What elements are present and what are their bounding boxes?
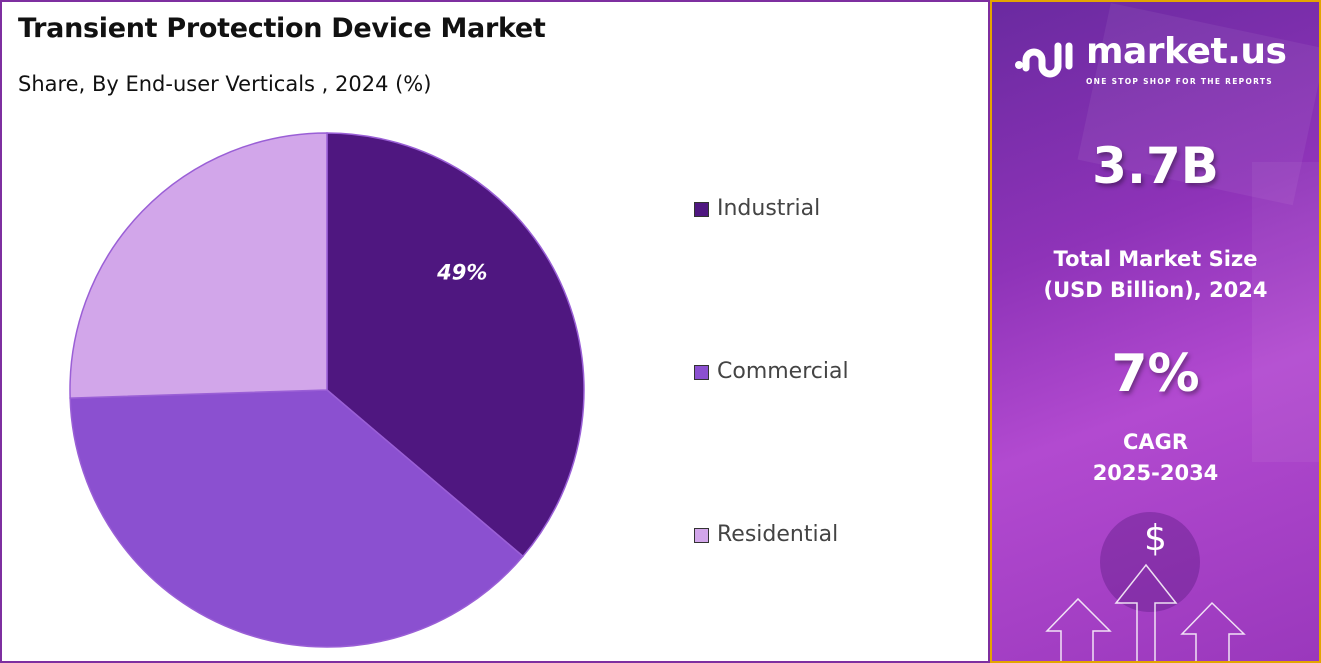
cagr-period: 2025-2034 [1092, 461, 1219, 485]
chart-title: Transient Protection Device Market [18, 13, 546, 44]
chart-panel: Transient Protection Device Market Share… [0, 0, 990, 663]
legend-swatch [694, 201, 709, 217]
legend-swatch [694, 527, 709, 543]
market-us-logo-icon [1015, 42, 1073, 77]
dollar-icon: $ [1144, 518, 1167, 559]
brand-name: market.us [1086, 31, 1287, 72]
market-size-value: 3.7B [1092, 137, 1219, 195]
legend-item-industrial: Industrial [694, 195, 820, 223]
pie-chart: 49% [69, 132, 585, 648]
cagr-value: 7% [1111, 344, 1200, 404]
pie-slice-commercial [69, 389, 525, 648]
market-us-logo: market.us ONE STOP SHOP FOR THE REPORTS [1014, 30, 1287, 87]
legend-item-commercial: Commercial [694, 358, 849, 386]
pie-slice-industrial [326, 132, 585, 558]
pie-slice-residential [69, 132, 328, 399]
legend-label: Industrial [717, 196, 821, 221]
legend-label: Commercial [717, 359, 849, 384]
cagr-label: CAGR [1122, 430, 1189, 454]
legend-swatch [694, 364, 709, 380]
market-size-unit: (USD Billion), 2024 [1043, 278, 1268, 302]
data-label-industrial: 49% [436, 260, 487, 284]
background-decoration [1077, 2, 1319, 612]
market-size-label: Total Market Size [1053, 247, 1258, 271]
legend-label: Residential [717, 522, 839, 547]
chart-subtitle: Share, By End-user Verticals , 2024 (%) [18, 72, 432, 96]
brand-tagline: ONE STOP SHOP FOR THE REPORTS [1086, 77, 1273, 86]
legend-item-residential: Residential [694, 521, 838, 549]
summary-panel: market.us ONE STOP SHOP FOR THE REPORTS … [990, 0, 1321, 663]
arrow-up-icon [1045, 563, 1246, 661]
